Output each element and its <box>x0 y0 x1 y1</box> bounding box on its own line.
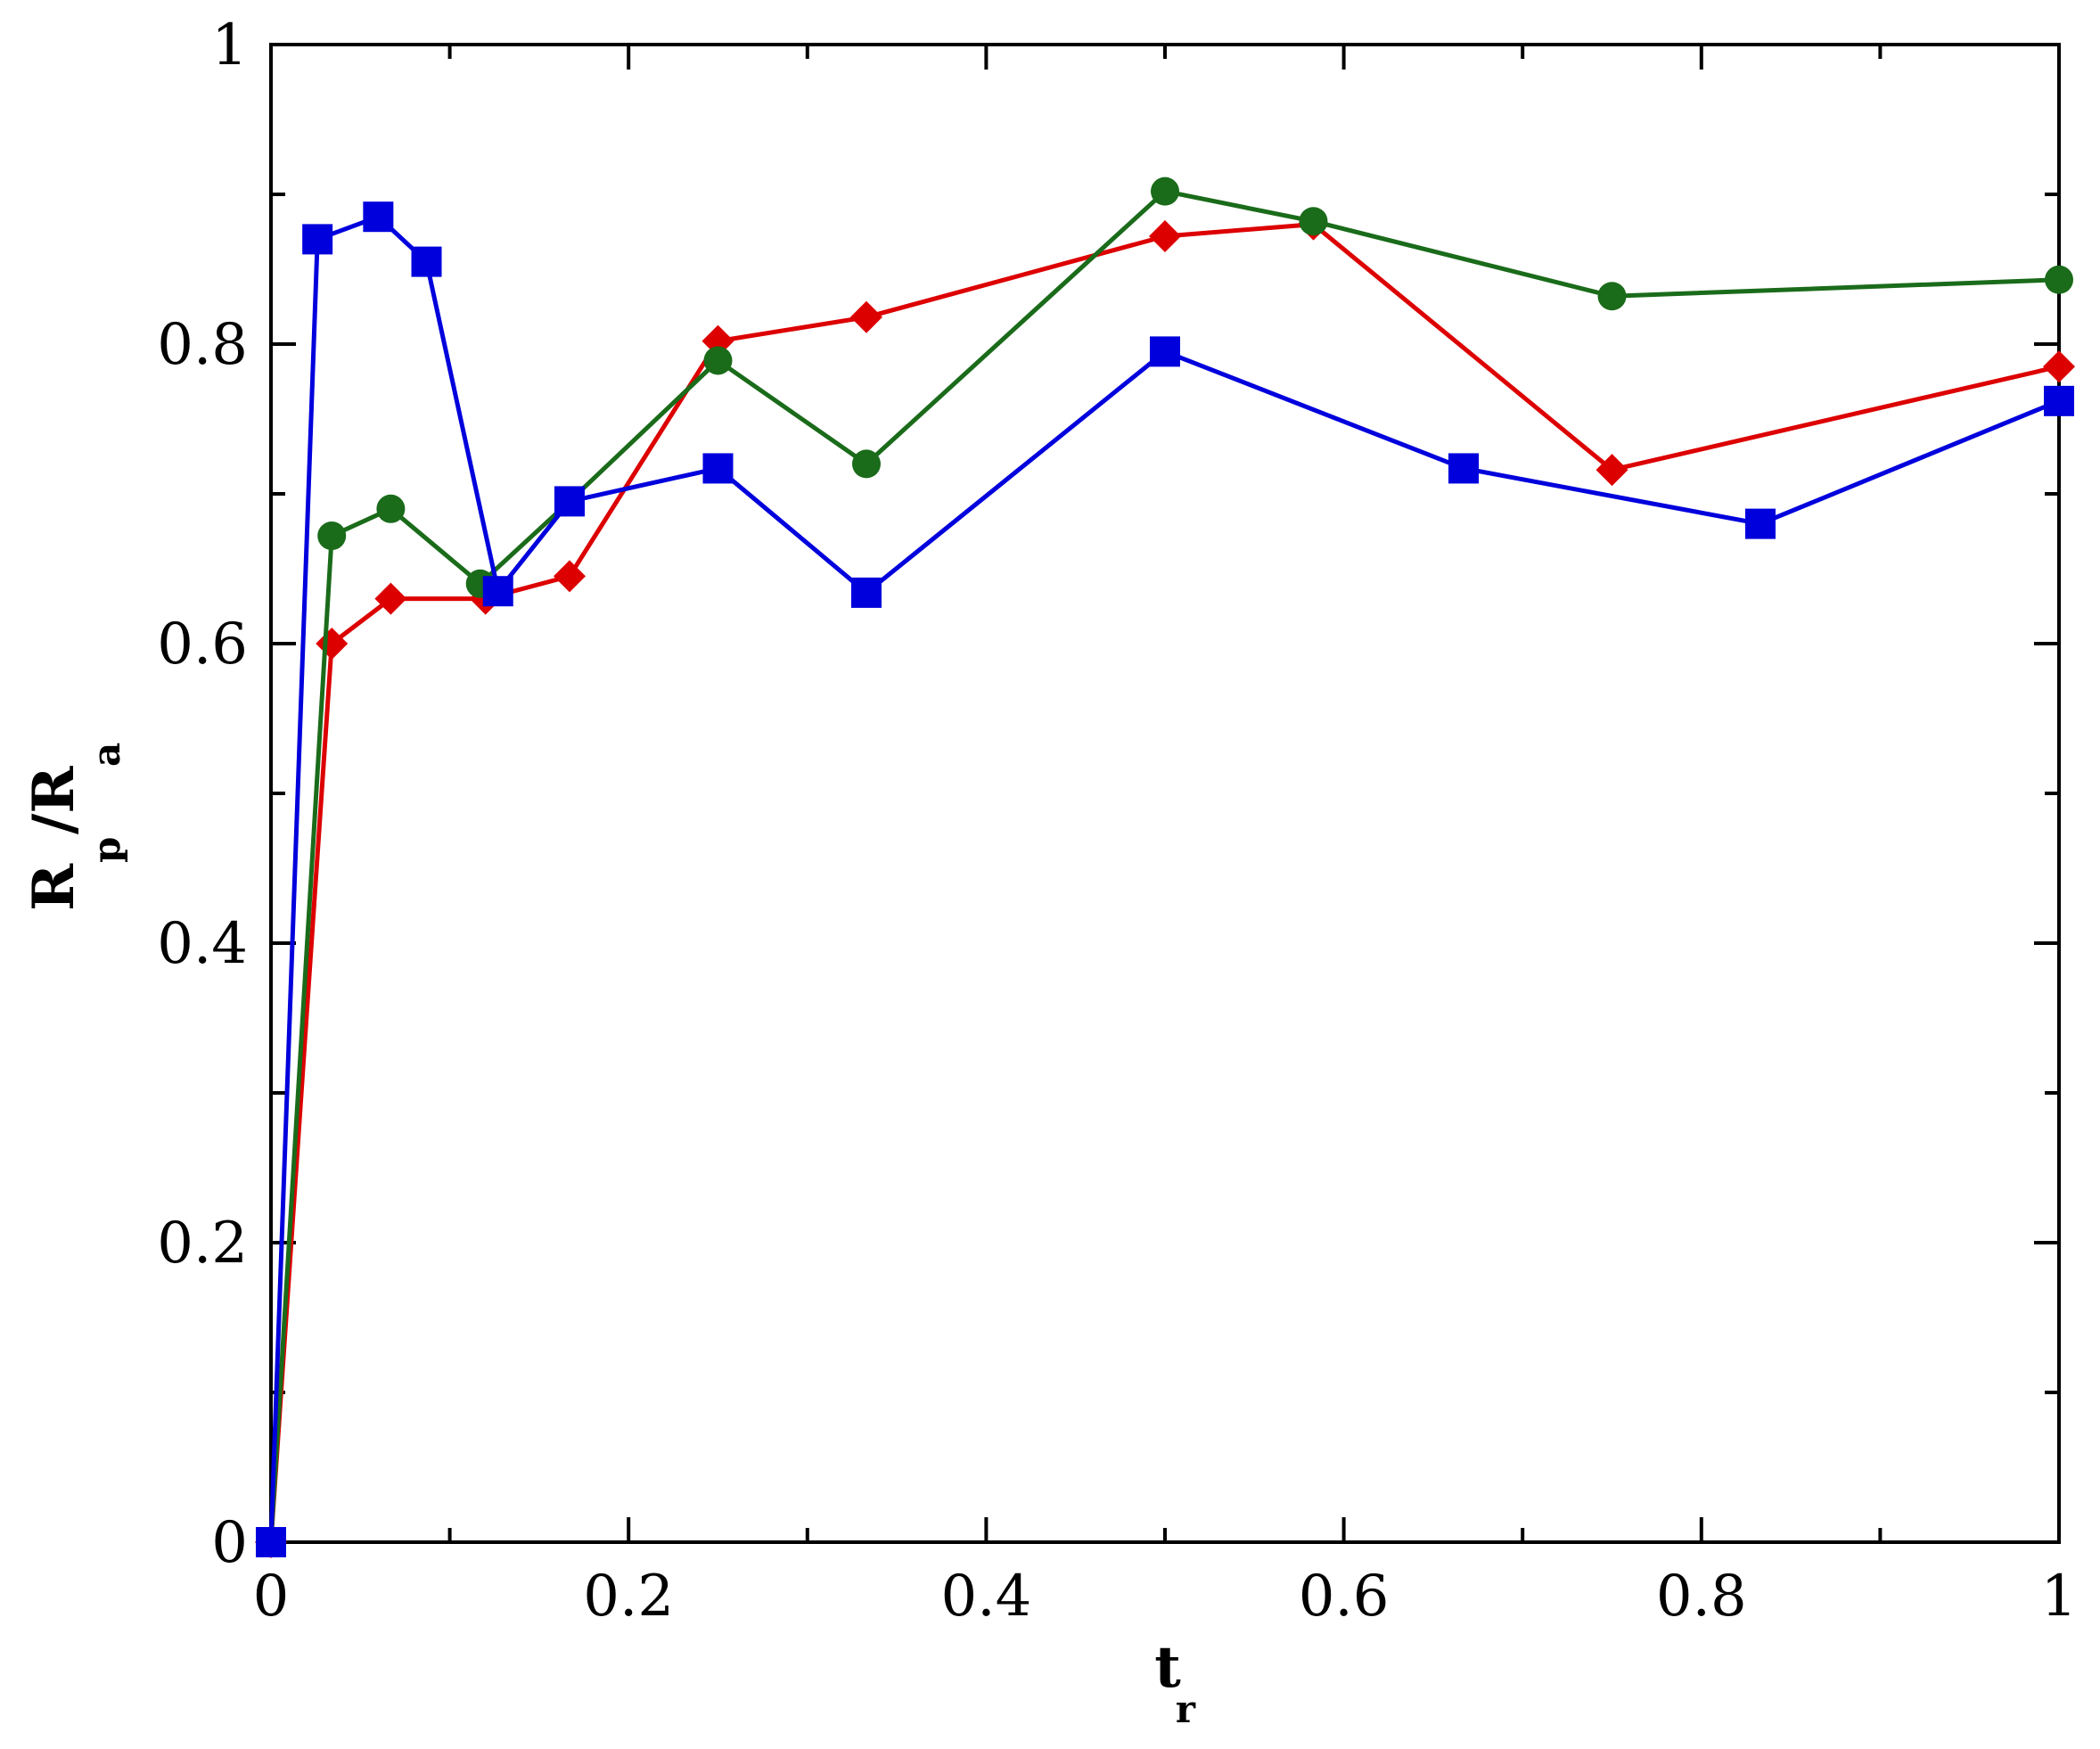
data-point <box>702 453 734 484</box>
data-point <box>850 577 882 608</box>
x-tick-label: 0 <box>253 1564 290 1630</box>
data-point <box>376 494 406 523</box>
series-square <box>256 201 2074 1557</box>
plot-frame <box>269 43 2061 1544</box>
data-point <box>554 486 586 517</box>
data-point <box>849 300 882 333</box>
data-point <box>374 582 407 615</box>
data-point <box>2044 385 2074 416</box>
data-point <box>363 201 394 233</box>
data-point <box>2043 350 2075 383</box>
data-point <box>1150 336 1180 367</box>
y-tick-label: 1 <box>211 12 248 78</box>
data-point <box>317 521 347 551</box>
data-point <box>256 1527 286 1557</box>
data-point <box>1597 282 1627 311</box>
x-tick-label: 0.6 <box>1299 1564 1390 1630</box>
chart-axes: 0 0.2 0.4 0.6 0.8 1 0 0.2 0.4 0.6 0.8 1 <box>157 12 2077 1630</box>
y-axis-label-r: R <box>21 863 87 911</box>
data-point <box>482 576 513 607</box>
y-tick-label: 0.4 <box>157 911 248 977</box>
data-point <box>302 224 333 255</box>
y-tick-label: 0.6 <box>157 612 248 677</box>
y-axis-label-subscript-p: p <box>85 837 128 863</box>
series-line <box>268 189 2060 1543</box>
y-axis-label-ra: /R <box>21 766 87 834</box>
data-point <box>1149 220 1181 253</box>
y-axis-label-subscript-a: a <box>85 743 128 767</box>
data-point <box>554 560 587 593</box>
series-diamond <box>255 208 2075 1558</box>
data-point <box>1744 508 1776 539</box>
data-point <box>411 246 442 277</box>
x-tick-label: 0.2 <box>583 1564 674 1630</box>
series-line <box>268 222 2060 1543</box>
data-point <box>2045 265 2073 294</box>
data-point <box>851 449 881 479</box>
x-tick-label: 1 <box>2041 1564 2078 1630</box>
data-point <box>1299 207 1328 236</box>
y-tick-label: 0.8 <box>157 312 248 378</box>
y-tick-label: 0 <box>211 1510 248 1576</box>
data-point <box>1448 453 1480 484</box>
series-circle <box>257 177 2073 1556</box>
y-tick-label: 0.2 <box>157 1211 248 1277</box>
data-point <box>1596 454 1628 487</box>
chart-series-layer <box>255 177 2075 1558</box>
x-axis-label-subscript: r <box>1176 1687 1196 1731</box>
y-axis-label: R p /R a <box>21 743 128 911</box>
x-tick-label: 0.8 <box>1656 1564 1747 1630</box>
data-point <box>1151 177 1179 206</box>
x-axis-label: t <box>1154 1634 1181 1701</box>
data-point <box>703 346 733 375</box>
series-line <box>268 214 2060 1543</box>
x-tick-label: 0.4 <box>941 1564 1032 1630</box>
